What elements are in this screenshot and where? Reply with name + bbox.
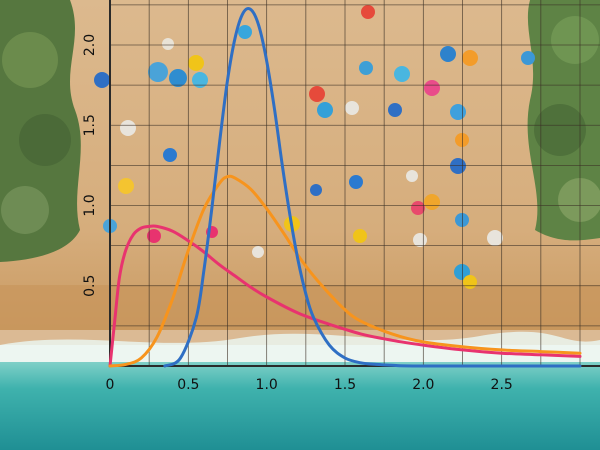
x-tick-label: 0.5 (177, 377, 199, 393)
y-tick-label: 0.5 (82, 275, 98, 297)
foliage-left (0, 0, 81, 262)
x-tick-label: 2.5 (491, 377, 513, 393)
foliage-right (527, 0, 600, 241)
series (108, 7, 582, 368)
axes (109, 0, 600, 367)
tick-labels: 0 0.5 1.0 1.5 2.0 2.5 0.5 1.0 1.5 2.0 (82, 34, 513, 393)
x-tick-label: 0 (106, 377, 115, 393)
surf-foam (0, 331, 600, 372)
x-tick-label: 1.5 (334, 377, 356, 393)
y-tick-label: 2.0 (82, 34, 98, 56)
series-line-1 (108, 224, 582, 368)
series-line-3 (163, 7, 582, 368)
x-tick-label: 1.0 (256, 377, 278, 393)
y-tick-label: 1.5 (82, 114, 98, 136)
x-tick-label: 2.0 (412, 377, 434, 393)
sea-area (0, 362, 600, 450)
grid (110, 0, 600, 366)
series-line-2 (108, 174, 582, 368)
y-tick-label: 1.0 (82, 194, 98, 216)
